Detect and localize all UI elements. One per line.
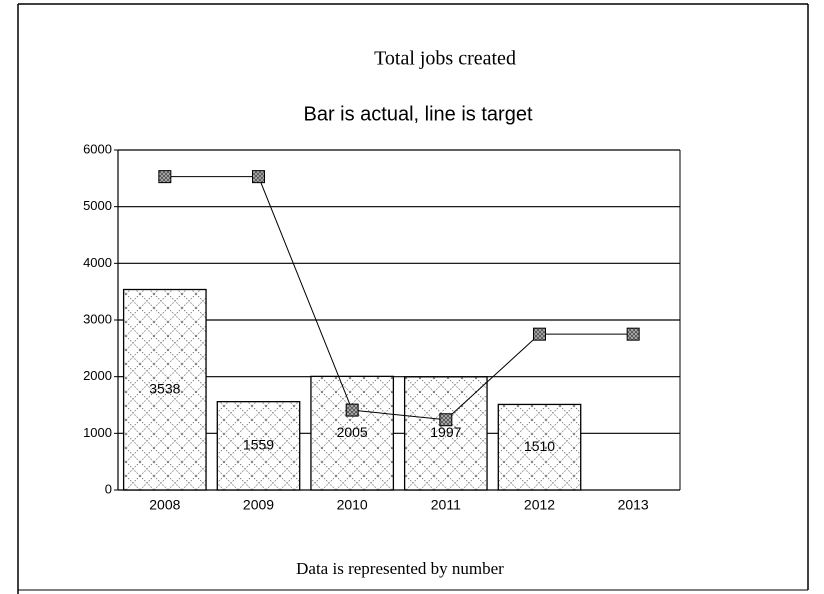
- bar: [310, 375, 395, 491]
- chart-subtitle: Bar is actual, line is target: [304, 103, 533, 125]
- y-tick-label: 6000: [83, 141, 112, 156]
- target-marker: [626, 327, 640, 341]
- data-label: 2005: [337, 424, 368, 440]
- x-tick-label: 2012: [524, 497, 555, 513]
- y-tick-label: 2000: [83, 368, 112, 383]
- x-tick-label: 2009: [243, 497, 274, 513]
- data-label: 1997: [430, 424, 461, 440]
- target-marker: [439, 413, 453, 427]
- y-tick-label: 5000: [83, 198, 112, 213]
- footnote: Data is represented by number: [296, 559, 504, 578]
- bar: [216, 401, 301, 491]
- y-tick-label: 1000: [83, 425, 112, 440]
- chart-title: Total jobs created: [374, 48, 516, 70]
- y-tick-label: 3000: [83, 311, 112, 326]
- target-marker: [533, 327, 546, 341]
- target-line: [164, 176, 634, 421]
- x-tick-label: 2008: [149, 497, 180, 513]
- bar: [497, 403, 582, 491]
- x-tick-label: 2011: [431, 497, 461, 513]
- y-tick-label: 0: [105, 481, 112, 496]
- y-tick-label: 4000: [83, 255, 112, 270]
- target-marker: [158, 170, 172, 184]
- target-marker: [252, 170, 265, 184]
- bar: [122, 288, 207, 491]
- x-tick-label: 2010: [337, 497, 368, 513]
- data-label: 3538: [149, 380, 180, 396]
- frame: [17, 3, 809, 594]
- data-label: 1510: [524, 438, 555, 454]
- x-tick-label: 2013: [618, 497, 649, 513]
- data-label: 1559: [243, 437, 274, 453]
- target-marker: [345, 403, 359, 417]
- bar: [403, 376, 488, 491]
